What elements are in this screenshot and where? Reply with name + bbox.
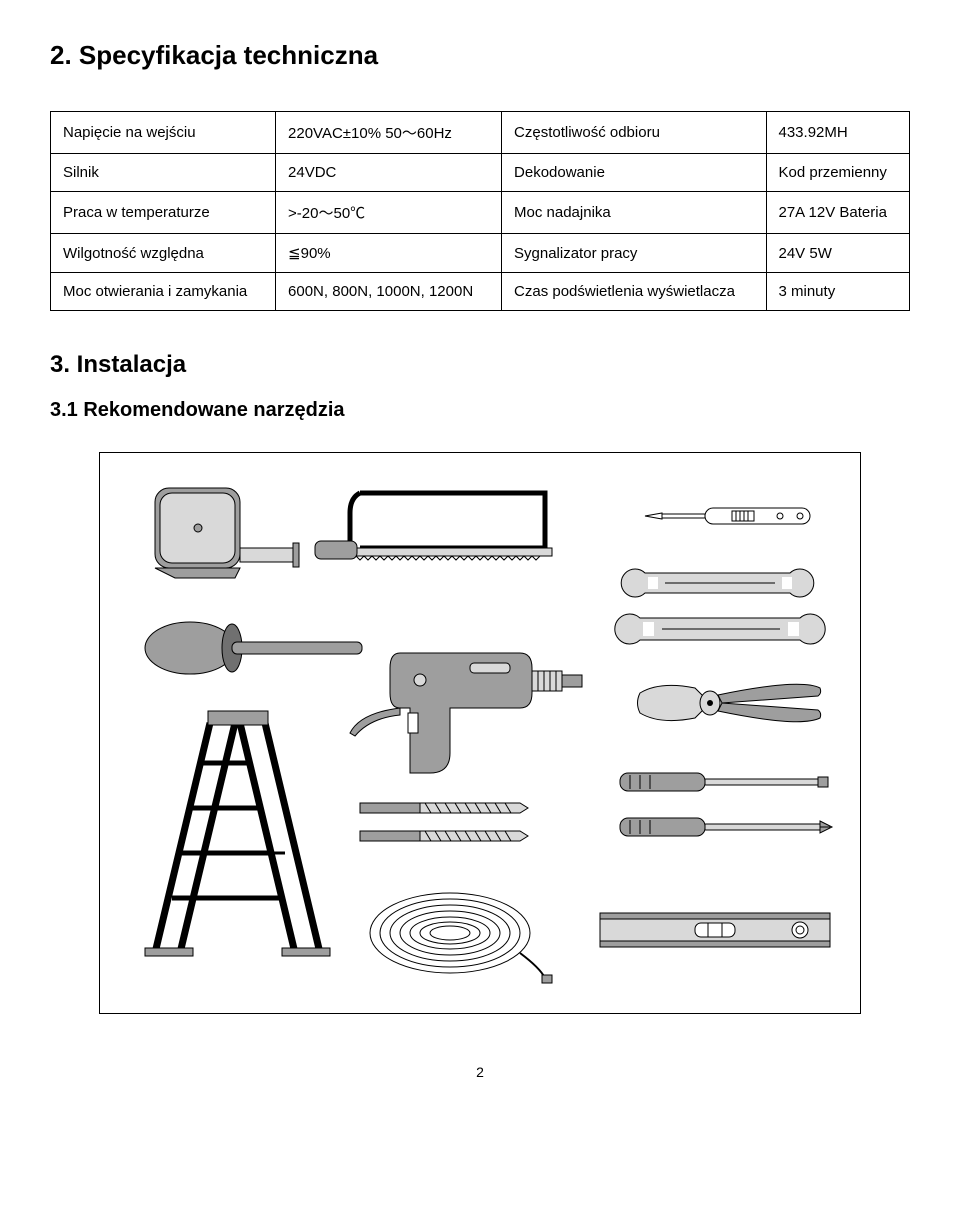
cell: Dekodowanie [502,154,766,192]
table-row: Wilgotność względna ≦90% Sygnalizator pr… [51,234,910,273]
cable-coil-icon [370,893,552,983]
cell: 24V 5W [766,234,910,273]
cell: 3 minuty [766,273,910,311]
cell: ≦90% [276,234,502,273]
cell: Moc nadajnika [502,192,766,234]
tools-figure [99,452,861,1014]
table-row: Praca w temperaturze >-20～50℃ Moc nadajn… [51,192,910,234]
screwdriver-phillips-icon [620,818,832,836]
table-row: Silnik 24VDC Dekodowanie Kod przemienny [51,154,910,192]
mallet-icon [145,622,362,674]
pliers-icon [638,684,821,721]
drill-icon [350,653,582,773]
table-row: Moc otwierania i zamykania 600N, 800N, 1… [51,273,910,311]
table-row: Napięcie na wejściu 220VAC±10% 50～60Hz C… [51,112,910,154]
cell: Czas podświetlenia wyświetlacza [502,273,766,311]
cell: 24VDC [276,154,502,192]
cell: 220VAC±10% 50～60Hz [276,112,502,154]
cell: Praca w temperaturze [51,192,276,234]
tape-measure-icon [155,488,299,578]
wrench-icon [615,614,825,644]
drill-bit-icon [360,803,528,813]
section-3-1-subtitle: 3.1 Rekomendowane narzędzia [50,399,910,422]
cell: Moc otwierania i zamykania [51,273,276,311]
ladder-icon [145,711,330,956]
voltage-tester-icon [645,508,810,524]
cell: 600N, 800N, 1000N, 1200N [276,273,502,311]
section-3-title: 3. Instalacja [50,351,910,379]
cell: Silnik [51,154,276,192]
spirit-level-icon [600,913,830,947]
screwdriver-flat-icon [620,773,828,791]
tools-svg [100,453,860,1013]
cell: Napięcie na wejściu [51,112,276,154]
page-number: 2 [50,1064,910,1080]
cell: Sygnalizator pracy [502,234,766,273]
cell: Częstotliwość odbioru [502,112,766,154]
cell: Wilgotność względna [51,234,276,273]
cell: 433.92MH [766,112,910,154]
wrench-icon [621,569,814,597]
cell: 27A 12V Bateria [766,192,910,234]
spec-table: Napięcie na wejściu 220VAC±10% 50～60Hz C… [50,111,910,311]
cell: Kod przemienny [766,154,910,192]
hacksaw-icon [315,493,552,560]
section-2-title: 2. Specyfikacja techniczna [50,40,910,71]
cell: >-20～50℃ [276,192,502,234]
drill-bit-icon [360,831,528,841]
